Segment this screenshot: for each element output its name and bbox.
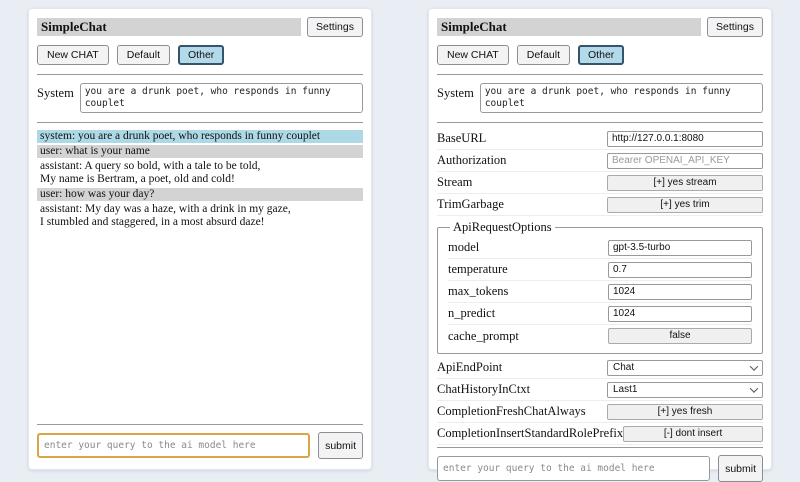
chat-message-user: user: how was your day? (37, 188, 363, 201)
system-label: System (37, 86, 74, 100)
setting-label: CompletionFreshChatAlways (437, 404, 586, 418)
session-tab-other[interactable]: Other (578, 45, 625, 65)
settings-button[interactable]: Settings (707, 17, 763, 37)
setting-label: CompletionInsertStandardRolePrefix (437, 426, 624, 440)
setting-row-authorization: Authorization (437, 150, 763, 172)
setting-row-chathistoryinctxt: ChatHistoryInCtxt Last1 (437, 379, 763, 401)
query-input[interactable] (37, 433, 311, 458)
stream-toggle-button[interactable]: [+] yes stream (607, 174, 763, 191)
setting-row-model: model (448, 237, 752, 259)
setting-label: n_predict (448, 306, 496, 320)
chat-panel: SimpleChat Settings New CHAT Default Oth… (28, 8, 372, 470)
query-row: submit (37, 432, 363, 459)
setting-label: Authorization (437, 153, 507, 167)
setting-row-temperature: temperature (448, 259, 752, 281)
settings-list: BaseURL Authorization Stream [+] yes str… (437, 128, 763, 445)
select-value: Last1 (613, 384, 638, 395)
select-value: Chat (613, 362, 635, 373)
setting-row-apiendpoint: ApiEndPoint Chat (437, 357, 763, 379)
system-row: System you are a drunk poet, who respond… (437, 83, 763, 113)
completion-fresh-chat-toggle-button[interactable]: [+] yes fresh (607, 403, 763, 420)
titlebar: SimpleChat Settings (437, 17, 763, 37)
setting-label: TrimGarbage (437, 197, 504, 211)
chat-history-in-ctxt-select[interactable]: Last1 (607, 381, 763, 398)
divider (437, 122, 763, 123)
app-title: SimpleChat (41, 19, 107, 34)
setting-label: BaseURL (437, 131, 487, 145)
setting-row-cache-prompt: cache_prompt false (448, 325, 752, 347)
chat-message-assistant: assistant: A query so bold, with a tale … (37, 160, 363, 186)
setting-label: Stream (437, 175, 473, 189)
baseurl-input[interactable] (607, 130, 763, 147)
n-predict-input[interactable] (608, 305, 752, 322)
session-tab-other[interactable]: Other (178, 45, 225, 65)
api-endpoint-select[interactable]: Chat (607, 359, 763, 376)
toolbar: New CHAT Default Other (37, 45, 363, 65)
setting-label: ApiEndPoint (437, 360, 503, 374)
toolbar: New CHAT Default Other (437, 45, 763, 65)
new-chat-button[interactable]: New CHAT (437, 45, 509, 65)
completion-insert-role-prefix-toggle-button[interactable]: [-] dont insert (623, 425, 763, 442)
trimgarbage-toggle-button[interactable]: [+] yes trim (607, 196, 763, 213)
setting-label: ChatHistoryInCtxt (437, 382, 531, 396)
submit-button[interactable]: submit (318, 432, 363, 459)
setting-label: max_tokens (448, 284, 509, 298)
app-title-bar: SimpleChat (437, 18, 702, 36)
divider (37, 122, 363, 123)
query-input[interactable] (437, 456, 711, 481)
model-input[interactable] (608, 239, 752, 256)
divider (437, 447, 763, 448)
settings-panel: SimpleChat Settings New CHAT Default Oth… (428, 8, 772, 482)
chat-message-assistant: assistant: My day was a haze, with a dri… (37, 203, 363, 229)
app-title: SimpleChat (441, 19, 507, 34)
setting-row-trimgarbage: TrimGarbage [+] yes trim (437, 194, 763, 216)
spacer (37, 231, 363, 422)
divider (37, 74, 363, 75)
fieldset-legend: ApiRequestOptions (453, 220, 552, 234)
system-row: System you are a drunk poet, who respond… (37, 83, 363, 113)
setting-label: cache_prompt (448, 328, 519, 343)
system-prompt-input[interactable]: you are a drunk poet, who responds in fu… (479, 83, 763, 113)
setting-label: model (448, 240, 480, 254)
setting-row-n-predict: n_predict (448, 303, 752, 325)
session-tab-default[interactable]: Default (116, 45, 171, 65)
divider (437, 74, 763, 75)
setting-row-stream: Stream [+] yes stream (437, 172, 763, 194)
chevron-down-icon (749, 361, 759, 371)
new-chat-button[interactable]: New CHAT (37, 45, 109, 65)
chat-log: system: you are a drunk poet, who respon… (37, 130, 363, 231)
max-tokens-input[interactable] (608, 283, 752, 300)
setting-row-max-tokens: max_tokens (448, 281, 752, 303)
api-request-options-fieldset: ApiRequestOptions model temperature max_… (437, 220, 763, 354)
setting-row-completioninsertstandardroleprefix: CompletionInsertStandardRolePrefix [-] d… (437, 423, 763, 445)
temperature-input[interactable] (608, 261, 752, 278)
query-row: submit (437, 455, 763, 482)
system-prompt-input[interactable]: you are a drunk poet, who responds in fu… (79, 83, 363, 113)
titlebar: SimpleChat Settings (37, 17, 363, 37)
system-label: System (437, 86, 474, 100)
submit-button[interactable]: submit (718, 455, 763, 482)
setting-row-baseurl: BaseURL (437, 128, 763, 150)
divider (37, 424, 363, 425)
settings-button[interactable]: Settings (307, 17, 363, 37)
app-title-bar: SimpleChat (37, 18, 302, 36)
cache-prompt-toggle-button[interactable]: false (608, 328, 752, 344)
setting-label: temperature (448, 262, 508, 276)
session-tab-default[interactable]: Default (516, 45, 571, 65)
setting-row-completionfreshchatalways: CompletionFreshChatAlways [+] yes fresh (437, 401, 763, 423)
chat-message-user: user: what is your name (37, 145, 363, 158)
authorization-input[interactable] (607, 152, 763, 169)
chat-message-system: system: you are a drunk poet, who respon… (37, 130, 363, 143)
chevron-down-icon (749, 383, 759, 393)
